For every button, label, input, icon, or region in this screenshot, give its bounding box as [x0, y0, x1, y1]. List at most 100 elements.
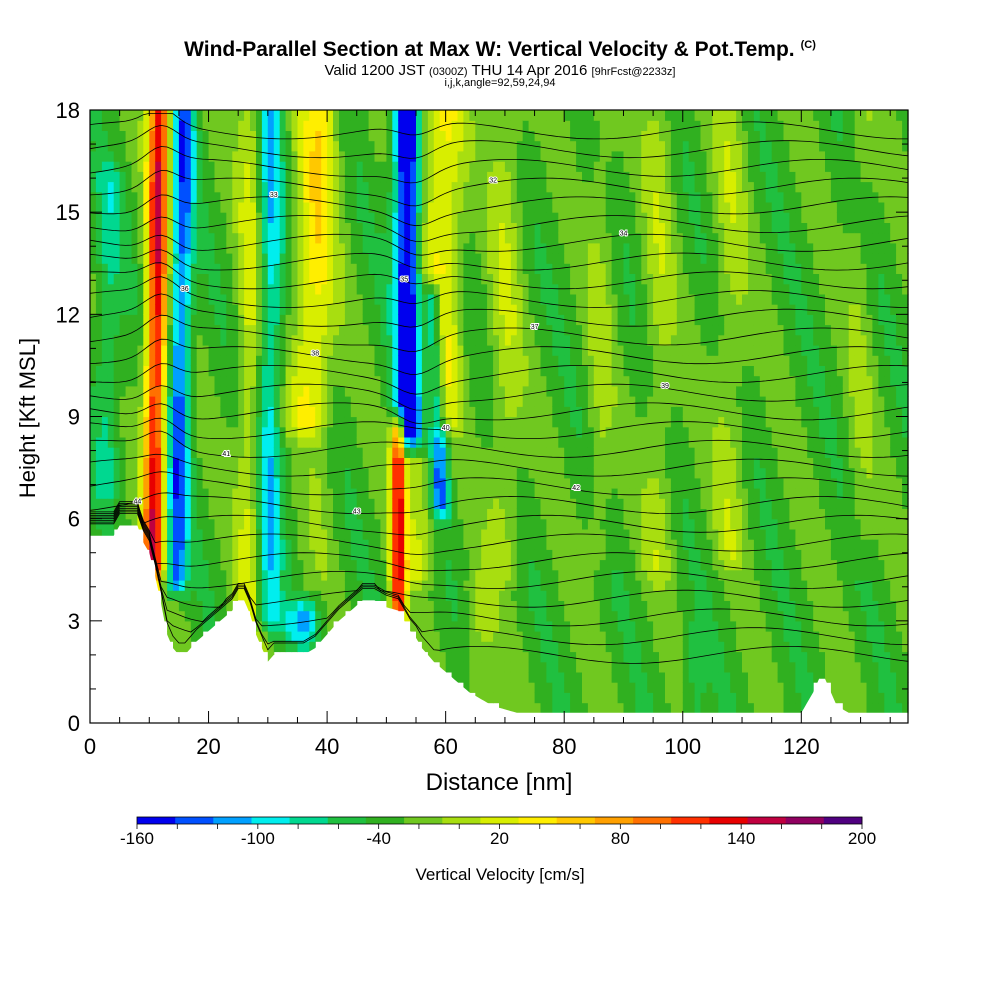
w-cell — [463, 263, 470, 274]
w-cell — [374, 314, 381, 326]
w-cell — [475, 600, 482, 612]
chart-subtitle: Valid 1200 JST (0300Z) THU 14 Apr 2016 [… — [0, 62, 1000, 79]
w-cell — [582, 661, 589, 673]
w-cell — [155, 396, 162, 407]
w-cell — [463, 610, 470, 622]
w-cell — [273, 631, 281, 642]
w-cell — [487, 682, 494, 693]
w-cell — [487, 140, 494, 152]
w-cell — [433, 375, 441, 387]
w-cell — [256, 304, 263, 315]
w-cell — [350, 273, 358, 285]
w-cell — [285, 518, 293, 530]
w-cell — [421, 467, 429, 479]
w-cell — [131, 447, 138, 458]
w-cell — [593, 232, 601, 244]
w-cell — [279, 590, 287, 601]
w-cell — [214, 150, 221, 162]
w-cell — [582, 212, 589, 223]
w-cell — [250, 273, 257, 285]
w-cell — [155, 375, 162, 387]
w-cell — [540, 416, 547, 428]
w-cell — [493, 273, 500, 285]
w-cell — [528, 671, 536, 683]
w-cell — [439, 191, 447, 203]
w-cell — [220, 436, 227, 448]
w-cell — [623, 396, 630, 407]
w-cell — [137, 222, 144, 234]
w-cell — [214, 273, 221, 285]
w-cell — [463, 293, 470, 305]
w-cell — [380, 498, 387, 509]
w-cell — [273, 457, 281, 469]
w-cell — [256, 416, 263, 428]
w-cell — [350, 242, 358, 254]
w-cell — [244, 559, 251, 571]
w-cell — [398, 559, 405, 571]
w-cell — [587, 375, 595, 387]
w-cell — [499, 171, 506, 183]
w-cell — [469, 171, 476, 183]
w-cell — [605, 130, 613, 142]
w-cell — [297, 130, 304, 142]
w-cell — [433, 528, 441, 540]
w-cell — [504, 212, 512, 223]
w-cell — [380, 232, 387, 244]
w-cell — [570, 508, 577, 520]
w-cell — [386, 150, 393, 162]
w-cell — [587, 447, 595, 458]
w-cell — [635, 620, 642, 632]
w-cell — [214, 600, 221, 612]
w-cell — [522, 569, 530, 581]
w-cell — [380, 396, 387, 407]
w-cell — [522, 549, 530, 561]
w-cell — [356, 385, 364, 397]
w-cell — [504, 110, 512, 121]
w-cell — [463, 467, 470, 479]
w-cell — [451, 610, 459, 622]
w-cell — [404, 457, 411, 469]
w-cell — [137, 355, 144, 366]
w-cell — [267, 140, 275, 152]
w-cell — [540, 140, 547, 152]
w-cell — [617, 702, 625, 714]
w-cell — [107, 467, 115, 479]
w-cell — [481, 355, 488, 366]
w-cell — [510, 620, 518, 632]
w-cell — [149, 283, 156, 295]
w-cell — [433, 457, 441, 469]
w-cell — [90, 130, 97, 142]
w-cell — [356, 590, 364, 601]
w-cell — [576, 426, 583, 438]
w-cell — [582, 242, 589, 254]
w-cell — [208, 569, 216, 581]
w-cell — [273, 283, 281, 295]
w-cell — [528, 641, 536, 653]
w-cell — [362, 283, 370, 295]
w-cell — [267, 314, 275, 326]
w-cell — [137, 161, 144, 172]
w-cell — [333, 569, 340, 581]
w-cell — [410, 406, 417, 418]
w-cell — [421, 304, 429, 315]
w-cell — [439, 355, 447, 366]
w-cell — [279, 120, 287, 131]
w-cell — [184, 232, 192, 244]
w-cell — [119, 120, 127, 131]
w-cell — [576, 355, 583, 366]
w-cell — [469, 539, 476, 550]
w-cell — [190, 457, 198, 469]
w-cell — [232, 253, 239, 264]
w-cell — [404, 385, 411, 397]
w-cell — [238, 518, 245, 530]
w-cell — [131, 130, 138, 142]
w-cell — [190, 610, 198, 622]
w-cell — [552, 253, 559, 264]
w-cell — [321, 161, 328, 172]
w-cell — [149, 212, 156, 223]
w-cell — [493, 365, 500, 377]
w-cell — [629, 702, 636, 714]
w-cell — [214, 467, 221, 479]
w-cell — [232, 283, 239, 295]
w-cell — [303, 365, 310, 377]
